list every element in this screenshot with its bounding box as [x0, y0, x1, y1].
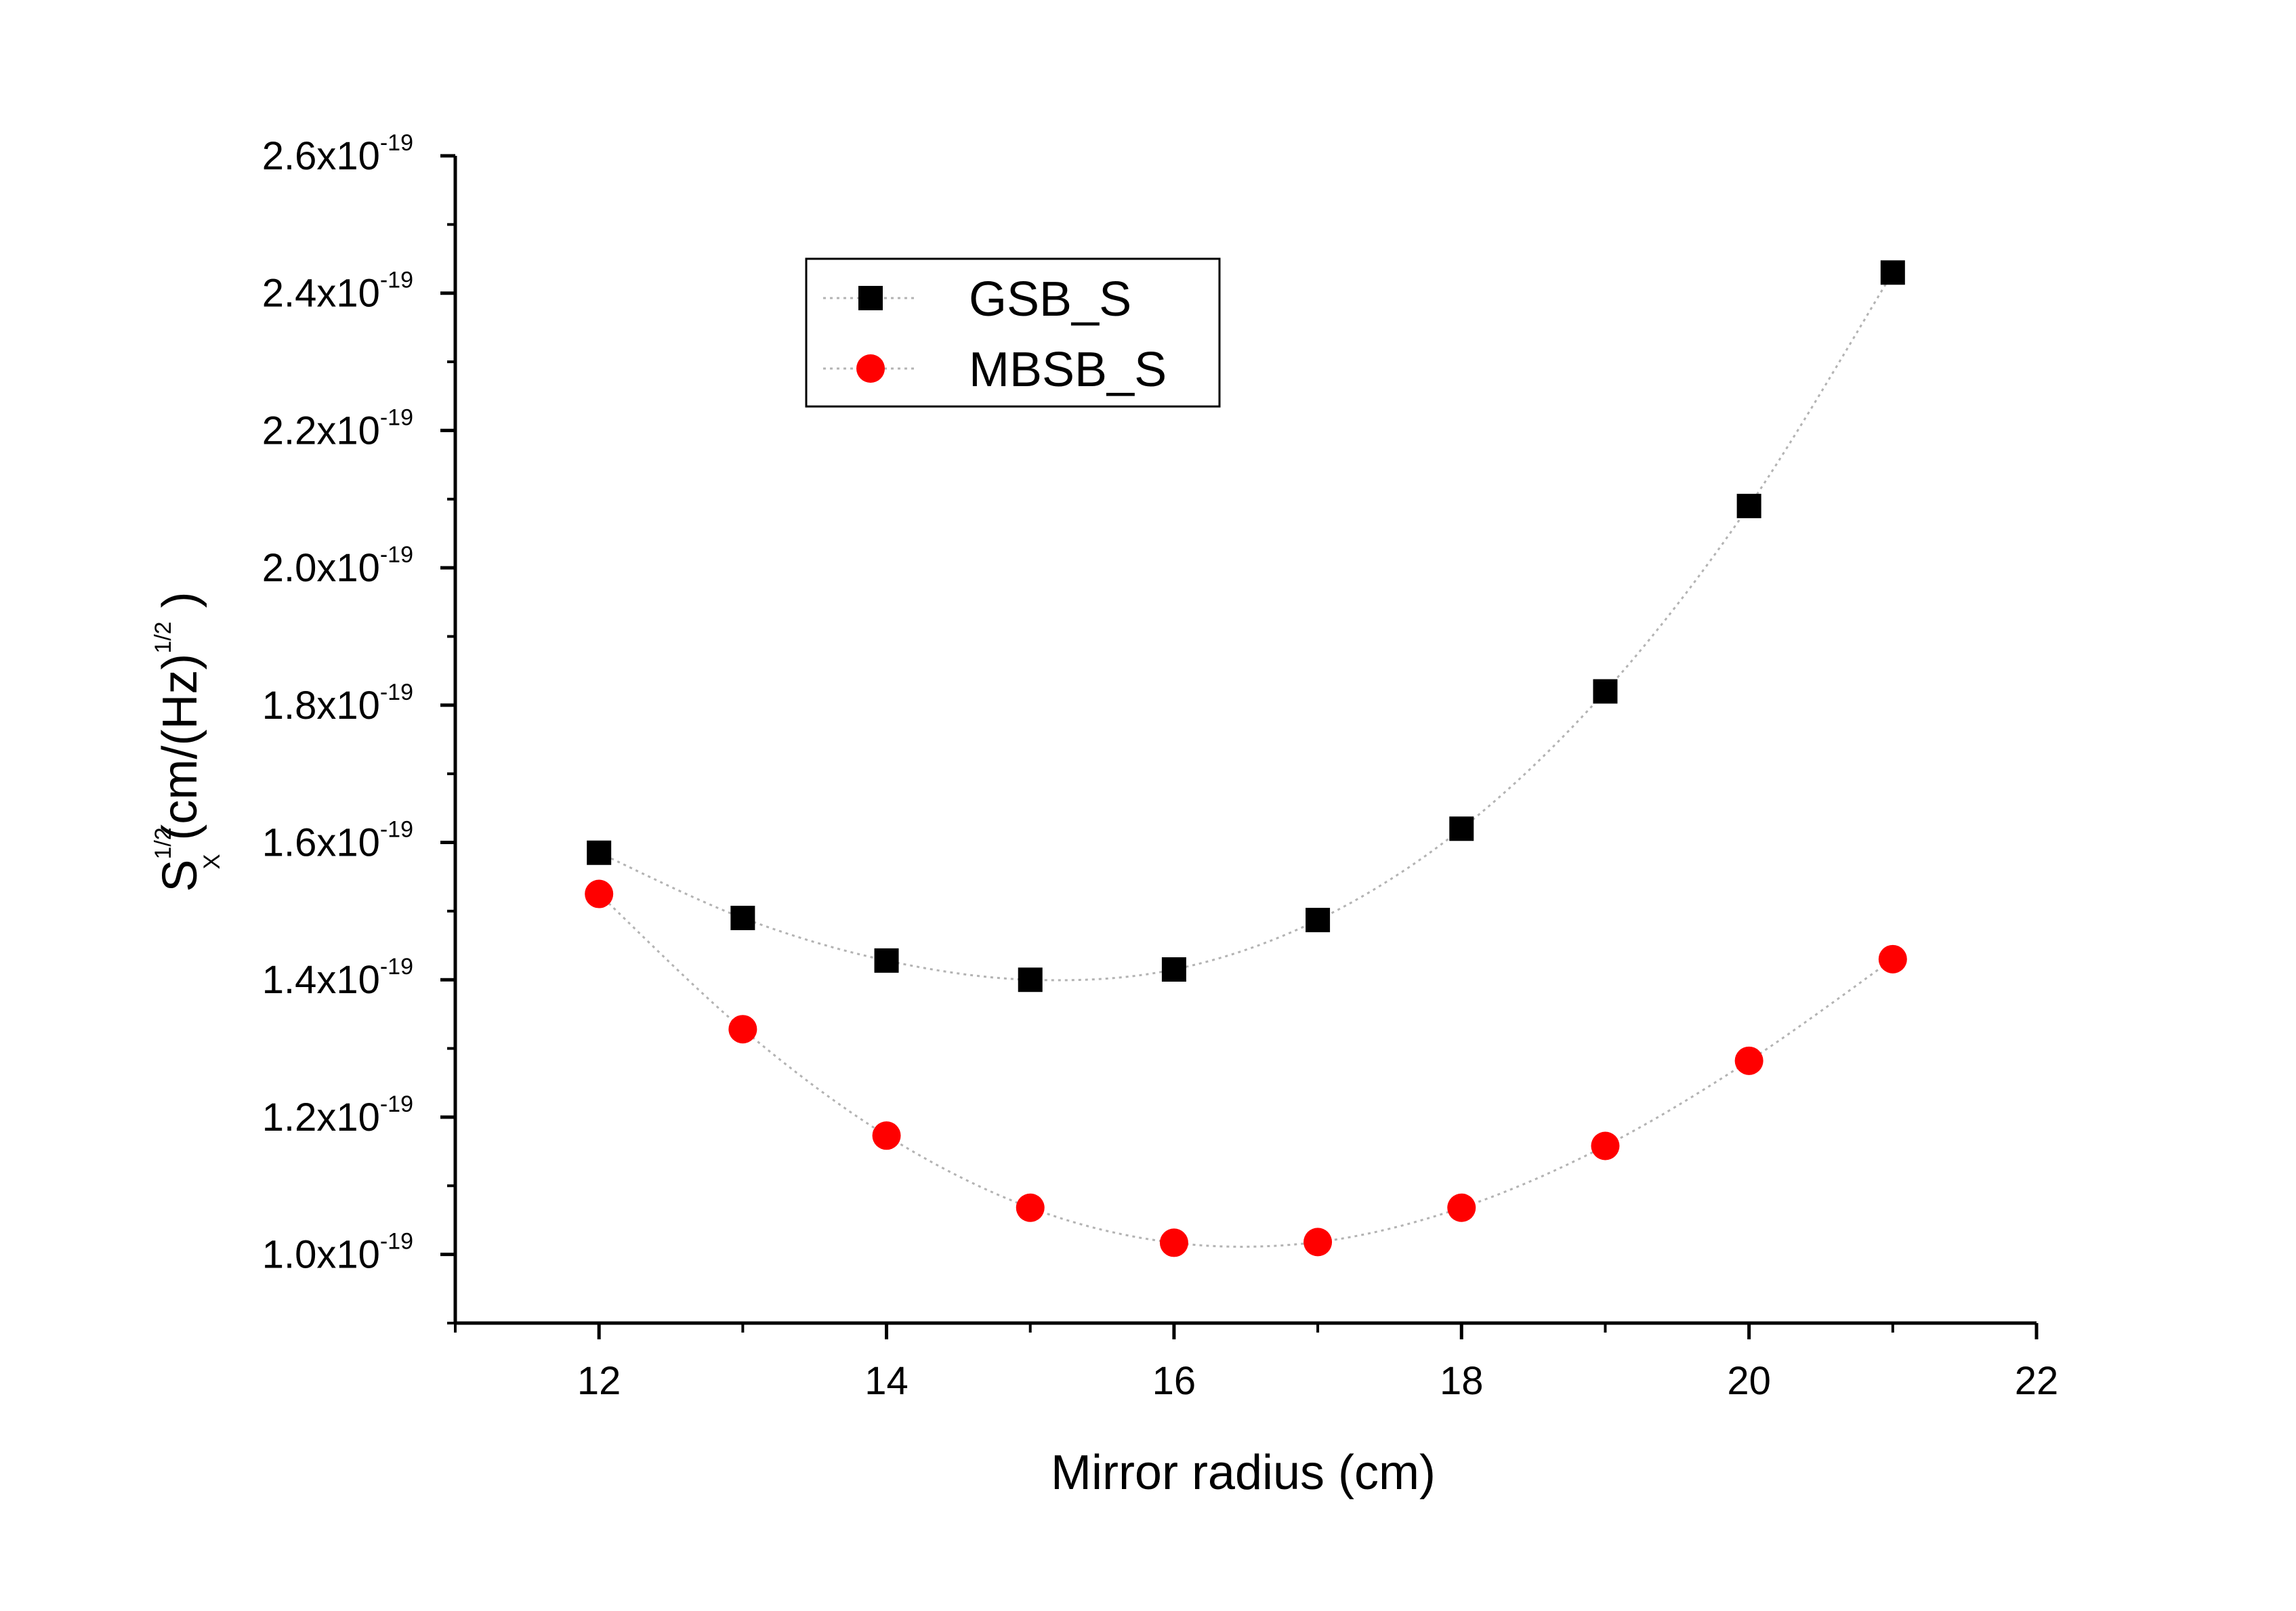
y-axis-title: S1/2X (cm/(Hz)1/2 ) — [150, 591, 225, 892]
y-axis-title-unit-sup: 1/2 — [150, 621, 176, 653]
legend-marker-square — [858, 286, 883, 310]
y-axis-title-sub: X — [199, 854, 225, 870]
y-tick-exponent: -19 — [380, 130, 413, 156]
data-point-MBSB_S — [1878, 944, 1907, 974]
x-tick-label: 14 — [864, 1359, 909, 1403]
data-point-GSB_S — [730, 906, 755, 931]
data-point-GSB_S — [1018, 967, 1043, 992]
y-tick-mantissa: 2.4x10 — [262, 272, 380, 316]
y-tick-mantissa: 1.2x10 — [262, 1095, 380, 1139]
y-tick-label: 1.6x10-19 — [262, 817, 413, 865]
data-point-GSB_S — [1449, 816, 1474, 841]
legend: GSB_S MBSB_S — [805, 257, 1221, 408]
y-tick-label: 2.0x10-19 — [262, 542, 413, 590]
y-axis-title-base: S — [153, 860, 207, 892]
y-tick-label: 1.0x10-19 — [262, 1229, 413, 1277]
y-tick-label: 2.6x10-19 — [262, 130, 413, 178]
x-tick-label: 12 — [577, 1359, 621, 1403]
y-tick-label: 2.4x10-19 — [262, 268, 413, 316]
y-tick-mantissa: 2.2x10 — [262, 409, 380, 453]
plot-frame — [453, 156, 2037, 1325]
data-point-GSB_S — [874, 948, 899, 973]
data-point-GSB_S — [1593, 679, 1618, 704]
data-point-GSB_S — [1306, 908, 1331, 933]
y-tick-exponent: -19 — [380, 1091, 413, 1117]
y-tick-mantissa: 1.8x10 — [262, 684, 380, 728]
data-point-MBSB_S — [1734, 1046, 1763, 1075]
y-tick-label: 1.4x10-19 — [262, 954, 413, 1002]
data-point-MBSB_S — [1591, 1131, 1620, 1160]
y-tick-mantissa: 2.0x10 — [262, 546, 380, 590]
legend-label: GSB_S — [969, 272, 1131, 327]
y-tick-label: 1.8x10-19 — [262, 679, 413, 728]
data-point-GSB_S — [1161, 957, 1186, 982]
data-point-MBSB_S — [728, 1015, 757, 1044]
x-tick-label: 16 — [1152, 1359, 1196, 1403]
y-axis-title-unit: (cm/(Hz) — [153, 654, 207, 854]
x-axis-ticks: 12 14 16 18 20 22 — [454, 1323, 2059, 1403]
y-tick-exponent: -19 — [380, 404, 413, 430]
data-point-GSB_S — [1880, 260, 1905, 285]
x-axis-title: Mirror radius (cm) — [1051, 1446, 1436, 1500]
x-tick-label: 22 — [2015, 1359, 2059, 1403]
data-point-MBSB_S — [872, 1121, 901, 1150]
data-point-GSB_S — [587, 840, 612, 865]
data-point-MBSB_S — [585, 879, 614, 908]
y-tick-label: 2.2x10-19 — [262, 404, 413, 453]
data-point-GSB_S — [1736, 493, 1761, 518]
y-tick-mantissa: 1.0x10 — [262, 1233, 380, 1277]
y-tick-exponent: -19 — [380, 954, 413, 980]
legend-label: MBSB_S — [969, 343, 1167, 397]
x-tick-label: 20 — [1727, 1359, 1771, 1403]
y-tick-mantissa: 1.4x10 — [262, 958, 380, 1002]
y-tick-label: 1.2x10-19 — [262, 1091, 413, 1139]
data-point-MBSB_S — [1303, 1228, 1333, 1257]
legend-marker-circle — [856, 354, 885, 383]
series-line-GSB_S — [598, 272, 1894, 982]
y-tick-exponent: -19 — [380, 1229, 413, 1255]
x-tick-label: 18 — [1440, 1359, 1484, 1403]
data-point-MBSB_S — [1016, 1193, 1045, 1222]
y-tick-exponent: -19 — [380, 817, 413, 843]
y-tick-exponent: -19 — [380, 268, 413, 293]
y-axis-ticks: 1.0x10-191.2x10-191.4x10-191.6x10-191.8x… — [262, 130, 455, 1324]
data-point-MBSB_S — [1447, 1193, 1476, 1222]
y-tick-mantissa: 2.6x10 — [262, 134, 380, 178]
y-tick-mantissa: 1.6x10 — [262, 821, 380, 865]
data-point-MBSB_S — [1159, 1228, 1188, 1257]
y-axis-title-sup: 1/2 — [150, 827, 176, 859]
series-lines — [598, 272, 1894, 1248]
y-axis-title-unit-close: ) — [153, 591, 207, 621]
series-points — [585, 260, 1907, 1257]
y-tick-exponent: -19 — [380, 679, 413, 705]
y-tick-exponent: -19 — [380, 542, 413, 568]
series-line-MBSB_S — [598, 893, 1894, 1248]
